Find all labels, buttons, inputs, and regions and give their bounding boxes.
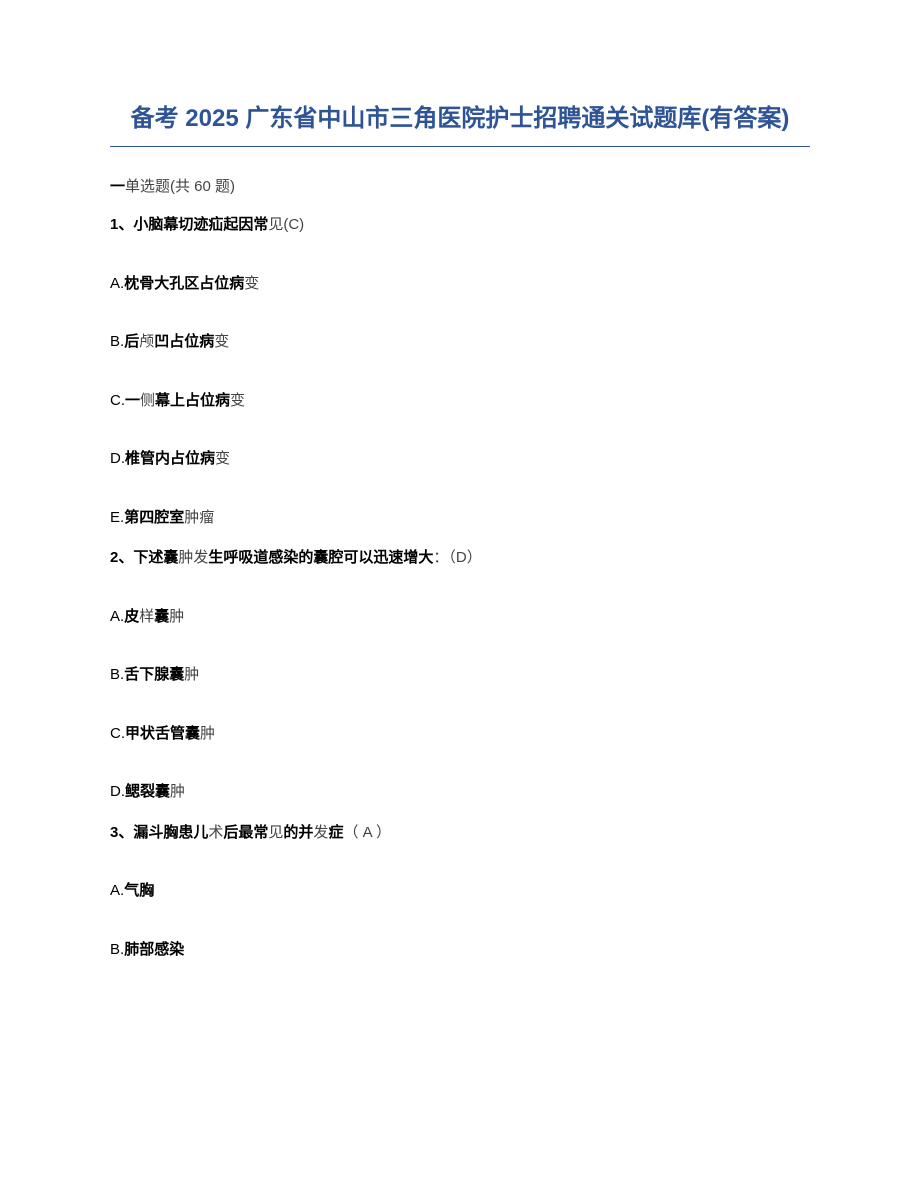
q1-light: 见(C) [268,216,304,233]
section-label-light: 题) [215,178,235,195]
opt-light: 变 [215,450,230,467]
opt-light: 肿瘤 [184,509,214,526]
opt-prefix: A. [110,275,124,292]
opt-bold2: 囊 [154,608,169,625]
opt-bold: 枕骨大孔区占位病 [124,275,244,292]
q1-option-d: D.椎管内占位病变 [110,448,810,471]
question-3: 3、漏斗胸患儿术后最常见的并发症（ A ） [110,822,810,845]
q1-num: 1、 [110,216,133,233]
q3-bold2: 后最常 [223,824,268,841]
q1-option-a: A.枕骨大孔区占位病变 [110,273,810,296]
opt-light: 肿 [184,666,199,683]
q3-light4: （ A ） [343,824,391,841]
q2-light: 肿发 [178,549,208,566]
q3-bold3: 的并 [283,824,313,841]
q2-bold2: 生呼吸道感染的囊腔可以迅速增大 [208,549,433,566]
section-prefix: 一 [110,178,125,195]
q3-light: 术 [208,824,223,841]
q2-option-c: C.甲状舌管囊肿 [110,723,810,746]
opt-prefix: B. [110,941,124,958]
opt-light: 肿 [200,725,215,742]
q1-option-b: B.后颅凹占位病变 [110,331,810,354]
opt-light: 侧 [140,392,155,409]
opt-prefix: D. [110,450,125,467]
opt-light: 变 [244,275,259,292]
opt-light: 样 [139,608,154,625]
opt-light: 肿 [170,783,185,800]
opt-prefix: A. [110,882,124,899]
document-title: 备考 2025 广东省中山市三角医院护士招聘通关试题库(有答案) [110,100,810,147]
opt-bold: 后 [124,333,139,350]
section-header: 一单选题(共 60 题) [110,175,810,196]
q3-option-a: A.气胸 [110,880,810,903]
q2-light2: ：（D） [433,549,481,566]
opt-prefix: D. [110,783,125,800]
opt-bold: 鳃裂囊 [125,783,170,800]
q2-option-d: D.鳃裂囊肿 [110,781,810,804]
opt-bold: 椎管内占位病 [125,450,215,467]
q1-option-e: E.第四腔室肿瘤 [110,507,810,530]
opt-bold2: 幕上占位病 [155,392,230,409]
opt-bold: 一 [125,392,140,409]
q2-option-a: A.皮样囊肿 [110,606,810,629]
opt-light2: 肿 [169,608,184,625]
q2-bold: 下述囊 [133,549,178,566]
q3-light3: 发 [313,824,328,841]
q3-bold4: 症 [328,824,343,841]
opt-bold: 气胸 [124,882,154,899]
opt-prefix: B. [110,333,124,350]
opt-light2: 变 [214,333,229,350]
opt-prefix: C. [110,725,125,742]
q3-num: 3、 [110,824,133,841]
question-2: 2、下述囊肿发生呼吸道感染的囊腔可以迅速增大：（D） [110,547,810,570]
opt-prefix: A. [110,608,124,625]
opt-bold: 舌下腺囊 [124,666,184,683]
q3-bold: 漏斗胸患儿 [133,824,208,841]
q2-num: 2、 [110,549,133,566]
opt-bold: 甲状舌管囊 [125,725,200,742]
q3-light2: 见 [268,824,283,841]
opt-prefix: C. [110,392,125,409]
section-label-bold: 单选题(共 60 [125,178,215,195]
q2-option-b: B.舌下腺囊肿 [110,664,810,687]
opt-bold: 皮 [124,608,139,625]
q3-option-b: B.肺部感染 [110,939,810,962]
opt-prefix: B. [110,666,124,683]
q1-option-c: C.一侧幕上占位病变 [110,390,810,413]
opt-prefix: E. [110,509,124,526]
opt-light: 颅 [139,333,154,350]
opt-light2: 变 [230,392,245,409]
q1-bold: 小脑幕切迹疝起因常 [133,216,268,233]
opt-bold: 肺部感染 [124,941,184,958]
question-1: 1、小脑幕切迹疝起因常见(C) [110,214,810,237]
opt-bold: 第四腔室 [124,509,184,526]
opt-bold2: 凹占位病 [154,333,214,350]
